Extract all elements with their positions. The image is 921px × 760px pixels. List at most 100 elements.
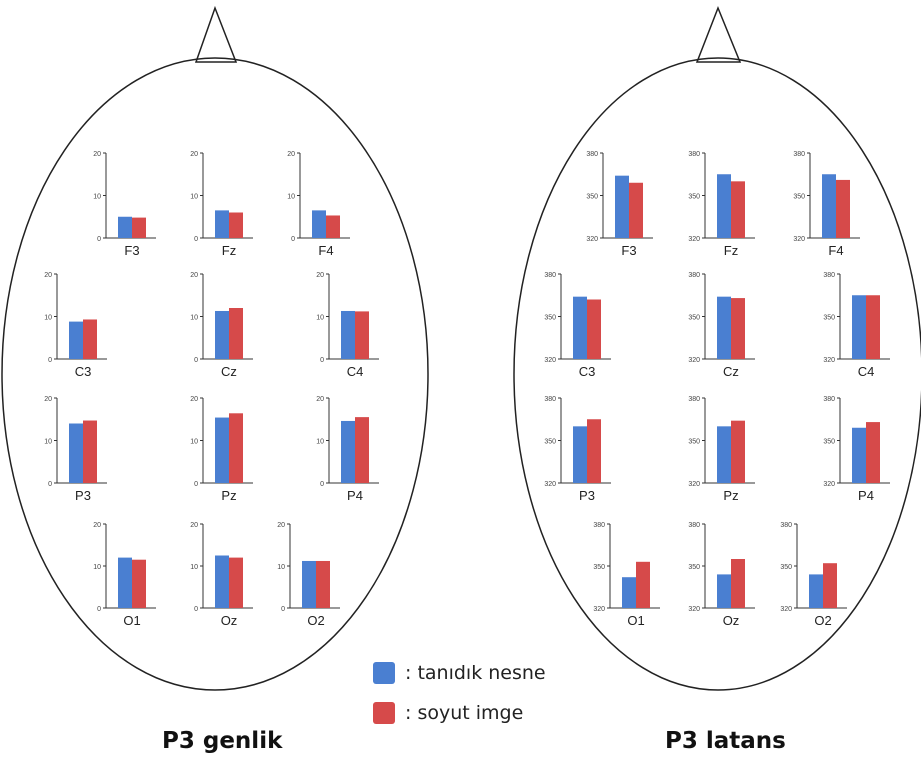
- y-tick-label: 10: [316, 315, 324, 322]
- y-tick-label: 10: [44, 439, 52, 446]
- y-tick-label: 350: [688, 315, 700, 322]
- electrode-label: F3: [124, 243, 139, 258]
- bar-familiar: [573, 296, 587, 359]
- y-tick-label: 320: [688, 357, 700, 364]
- electrode-label: Fz: [222, 243, 236, 258]
- y-tick-label: 10: [190, 439, 198, 446]
- electrode-chart-oz: 320 350 380 Oz: [688, 522, 755, 628]
- y-tick-label: 0: [48, 357, 52, 364]
- electrode-label: P3: [579, 488, 595, 503]
- y-tick-label: 320: [823, 481, 835, 488]
- bar-abstract: [731, 298, 745, 359]
- panel-title-latency: P3 latans: [665, 728, 786, 754]
- y-tick-label: 380: [793, 151, 805, 158]
- electrode-chart-p4: 320 350 380 P4: [823, 396, 890, 503]
- bar-abstract: [355, 417, 369, 483]
- y-tick-label: 20: [190, 272, 198, 279]
- electrode-chart-o1: 0 10 20 O1: [93, 522, 156, 628]
- electrode-label: Fz: [724, 243, 738, 258]
- y-tick-label: 0: [97, 606, 101, 613]
- electrode-chart-f4: 0 10 20 F4: [287, 151, 350, 258]
- y-tick-label: 20: [316, 396, 324, 403]
- y-tick-label: 350: [544, 315, 556, 322]
- electrode-chart-f4: 320 350 380 F4: [793, 151, 860, 258]
- bar-familiar: [69, 321, 83, 359]
- bar-abstract: [229, 413, 243, 483]
- electrode-label: P4: [347, 488, 363, 503]
- y-tick-label: 380: [544, 272, 556, 279]
- electrode-chart-cz: 0 10 20 Cz: [190, 272, 253, 379]
- y-tick-label: 380: [586, 151, 598, 158]
- bar-abstract: [229, 212, 243, 238]
- bar-abstract: [836, 179, 850, 238]
- bar-familiar: [717, 296, 731, 359]
- bar-abstract: [229, 308, 243, 359]
- legend-label-familiar: : tanıdık nesne: [405, 662, 546, 684]
- y-tick-label: 320: [586, 236, 598, 243]
- y-tick-label: 350: [823, 315, 835, 322]
- electrode-label: Cz: [723, 364, 739, 379]
- y-tick-label: 380: [823, 396, 835, 403]
- y-tick-label: 20: [190, 151, 198, 158]
- bar-familiar: [852, 295, 866, 359]
- head-left: [1, 5, 429, 691]
- y-tick-label: 350: [688, 194, 700, 201]
- y-tick-label: 0: [194, 481, 198, 488]
- electrode-chart-pz: 0 10 20 Pz: [190, 396, 253, 503]
- bar-abstract: [587, 419, 601, 483]
- y-tick-label: 10: [190, 194, 198, 201]
- y-tick-label: 20: [93, 151, 101, 158]
- y-tick-label: 380: [688, 151, 700, 158]
- bar-abstract: [316, 560, 330, 608]
- electrode-chart-o1: 320 350 380 O1: [593, 522, 660, 628]
- electrode-chart-f3: 320 350 380 F3: [586, 151, 653, 258]
- electrode-label: C4: [347, 364, 364, 379]
- y-tick-label: 20: [44, 396, 52, 403]
- electrode-label: O1: [123, 613, 140, 628]
- y-tick-label: 20: [277, 522, 285, 529]
- electrode-label: Pz: [723, 488, 738, 503]
- bar-abstract: [823, 563, 837, 608]
- y-tick-label: 320: [593, 606, 605, 613]
- y-tick-label: 0: [194, 236, 198, 243]
- y-tick-label: 10: [190, 315, 198, 322]
- electrode-label: Oz: [221, 613, 238, 628]
- nose-left: [194, 5, 238, 63]
- electrode-chart-p3: 320 350 380 P3: [544, 396, 611, 503]
- y-tick-label: 380: [688, 272, 700, 279]
- electrode-chart-cz: 320 350 380 Cz: [688, 272, 755, 379]
- electrode-label: O1: [627, 613, 644, 628]
- y-tick-label: 20: [44, 272, 52, 279]
- legend-item-familiar: : tanıdık nesne: [373, 660, 546, 686]
- y-tick-label: 20: [316, 272, 324, 279]
- y-tick-label: 350: [688, 439, 700, 446]
- electrode-label: C3: [75, 364, 92, 379]
- y-tick-label: 10: [44, 315, 52, 322]
- bar-abstract: [636, 561, 650, 608]
- y-tick-label: 350: [544, 439, 556, 446]
- bar-familiar: [717, 574, 731, 608]
- bar-familiar: [69, 423, 83, 483]
- y-tick-label: 320: [544, 357, 556, 364]
- bar-familiar: [118, 216, 132, 238]
- electrode-label: O2: [814, 613, 831, 628]
- y-tick-label: 380: [688, 522, 700, 529]
- electrode-chart-c3: 0 10 20 C3: [44, 272, 107, 379]
- electrode-label: F4: [828, 243, 843, 258]
- y-tick-label: 380: [544, 396, 556, 403]
- bar-familiar: [215, 417, 229, 483]
- bar-familiar: [809, 574, 823, 608]
- electrode-label: F3: [621, 243, 636, 258]
- legend-swatch-familiar: [373, 662, 395, 684]
- electrode-label: P3: [75, 488, 91, 503]
- bar-familiar: [717, 426, 731, 483]
- y-tick-label: 320: [780, 606, 792, 613]
- y-tick-label: 0: [320, 481, 324, 488]
- y-tick-label: 0: [48, 481, 52, 488]
- bar-abstract: [83, 420, 97, 483]
- y-tick-label: 320: [823, 357, 835, 364]
- y-tick-label: 350: [823, 439, 835, 446]
- electrode-chart-o2: 0 10 20 O2: [277, 522, 340, 628]
- electrode-chart-c3: 320 350 380 C3: [544, 272, 611, 379]
- y-tick-label: 0: [194, 357, 198, 364]
